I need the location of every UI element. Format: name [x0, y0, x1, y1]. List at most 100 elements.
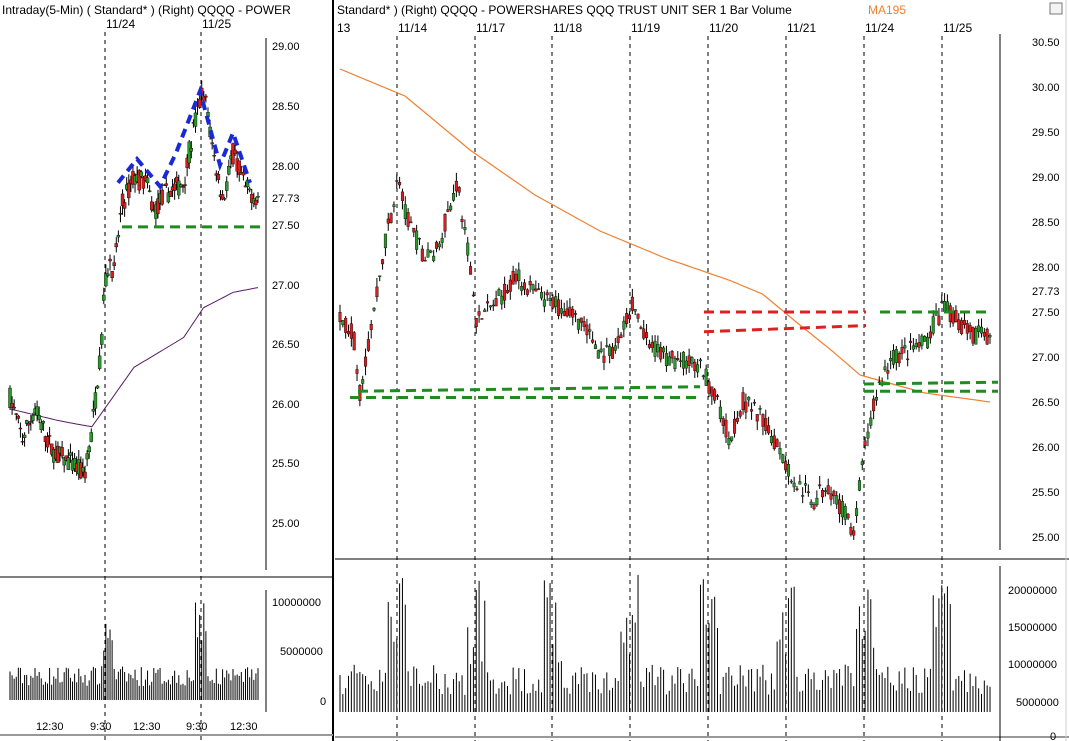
- right-price-tick: 26.00: [1032, 442, 1060, 454]
- price-candle: [426, 249, 430, 258]
- price-candle: [347, 331, 351, 335]
- price-candle: [886, 370, 890, 374]
- price-candle: [469, 266, 473, 275]
- price-candle: [730, 436, 734, 441]
- price-candle: [181, 186, 185, 188]
- price-candle: [177, 180, 181, 196]
- price-candle: [784, 461, 788, 471]
- right-volume-bars: [339, 574, 991, 712]
- price-candle: [798, 481, 802, 485]
- right-price-tick: 28.00: [1032, 262, 1060, 274]
- price-candle: [179, 184, 183, 188]
- price-candle: [545, 292, 549, 296]
- price-candle: [220, 194, 225, 200]
- right-volume-tick: 5000000: [1016, 697, 1059, 709]
- right-resistance-line: [703, 324, 867, 334]
- price-candle: [108, 258, 112, 262]
- price-candle: [562, 311, 566, 316]
- price-candle: [503, 283, 507, 301]
- price-candle: [386, 218, 390, 224]
- price-candle: [68, 452, 73, 456]
- left-time-tick: 9:30: [186, 721, 207, 733]
- right-price-tick: 25.00: [1032, 532, 1060, 544]
- price-candle: [97, 355, 102, 369]
- price-candle: [574, 313, 578, 315]
- right-date-labels: 13 11/14 11/17 11/18 11/19 11/20 11/21 1…: [337, 21, 972, 35]
- price-candle: [392, 204, 396, 207]
- price-candle: [548, 297, 552, 301]
- price-candle: [909, 340, 913, 343]
- price-candle: [894, 349, 898, 363]
- price-candle: [35, 406, 39, 416]
- price-candle: [338, 311, 342, 322]
- right-date-label: 11/14: [398, 21, 427, 35]
- ma-legend-label: MA195: [868, 3, 906, 17]
- price-candle: [41, 421, 46, 424]
- price-candle: [432, 255, 436, 261]
- price-candle: [767, 425, 771, 434]
- price-candle: [588, 329, 592, 332]
- price-candle: [139, 171, 143, 177]
- price-candle: [761, 414, 765, 427]
- price-candle: [962, 319, 966, 325]
- price-candle: [420, 248, 424, 262]
- price-candle: [804, 483, 808, 486]
- price-candle: [349, 323, 353, 339]
- price-candle: [520, 286, 524, 291]
- price-candle: [849, 526, 853, 535]
- price-candle: [60, 447, 64, 457]
- right-support-line: [863, 380, 999, 386]
- right-volume-axis: 20000000 15000000 10000000 5000000 0: [1008, 585, 1059, 741]
- left-price-tick: 25.00: [272, 518, 300, 530]
- price-candle: [400, 191, 404, 201]
- price-candle: [872, 398, 876, 412]
- price-candle: [488, 305, 492, 308]
- window-control-button[interactable]: [1049, 2, 1063, 15]
- price-candle: [166, 192, 171, 203]
- price-candle: [591, 339, 595, 343]
- left-price-tick: 26.00: [272, 399, 300, 411]
- double-top-pattern-line: [116, 84, 252, 191]
- price-candle: [225, 181, 229, 191]
- price-candle: [156, 198, 160, 214]
- price-candle: [985, 328, 989, 345]
- price-candle: [437, 243, 441, 248]
- price-candle: [31, 415, 35, 421]
- price-candle: [110, 270, 114, 279]
- price-candle: [89, 432, 93, 442]
- price-candle: [505, 290, 509, 294]
- price-candle: [874, 397, 878, 401]
- price-candle: [116, 234, 121, 238]
- price-candle: [8, 387, 12, 408]
- left-price-tick: 25.50: [272, 458, 300, 470]
- price-candle: [968, 325, 972, 333]
- price-candle: [45, 436, 50, 448]
- price-candle: [786, 464, 790, 477]
- right-price-tick: 27.00: [1032, 352, 1060, 364]
- left-price-tick: 27.50: [272, 220, 300, 232]
- price-candle: [582, 321, 586, 327]
- price-candle: [443, 214, 447, 232]
- price-candle: [423, 259, 427, 262]
- price-candle: [471, 294, 475, 297]
- price-candle: [175, 176, 179, 183]
- price-candle: [659, 347, 663, 360]
- price-candle: [452, 193, 456, 201]
- price-candle: [137, 170, 141, 191]
- right-volume-tick: 20000000: [1008, 585, 1057, 597]
- price-candle: [926, 337, 930, 349]
- price-candle: [696, 364, 700, 373]
- price-candle: [917, 342, 921, 348]
- price-candle: [826, 485, 830, 495]
- price-candle: [821, 490, 825, 498]
- left-time-axis: 12:30 9:30 12:30 9:30 12:30: [36, 721, 258, 733]
- price-candle: [212, 154, 216, 157]
- price-candle: [16, 415, 21, 419]
- price-candle: [446, 209, 450, 212]
- price-candle: [622, 320, 626, 330]
- price-candle: [923, 336, 927, 342]
- left-date-label: 11/24: [106, 17, 135, 31]
- price-candle: [656, 344, 660, 353]
- price-candle: [778, 448, 782, 455]
